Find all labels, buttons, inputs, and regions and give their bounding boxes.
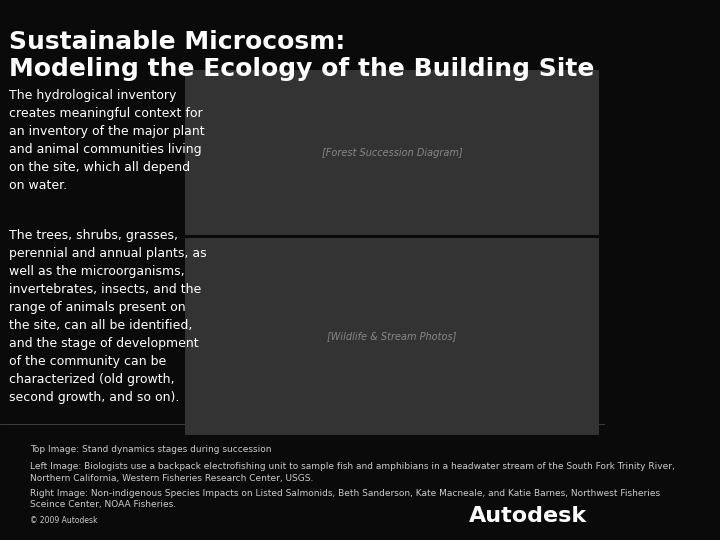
Text: The hydrological inventory
creates meaningful context for
an inventory of the ma: The hydrological inventory creates meani… bbox=[9, 89, 204, 192]
Text: Top Image: Stand dynamics stages during succession: Top Image: Stand dynamics stages during … bbox=[30, 446, 271, 455]
Text: Right Image: Non-indigenous Species Impacts on Listed Salmonids, Beth Sanderson,: Right Image: Non-indigenous Species Impa… bbox=[30, 489, 660, 510]
Text: © 2009 Autodesk: © 2009 Autodesk bbox=[30, 516, 98, 525]
FancyBboxPatch shape bbox=[184, 70, 599, 235]
Text: Sustainable Microcosm:: Sustainable Microcosm: bbox=[9, 30, 346, 53]
Text: [Wildlife & Stream Photos]: [Wildlife & Stream Photos] bbox=[328, 331, 456, 341]
Text: [Forest Succession Diagram]: [Forest Succession Diagram] bbox=[322, 147, 462, 158]
Text: Modeling the Ecology of the Building Site: Modeling the Ecology of the Building Sit… bbox=[9, 57, 595, 80]
Text: Left Image: Biologists use a backpack electrofishing unit to sample fish and amp: Left Image: Biologists use a backpack el… bbox=[30, 462, 675, 483]
FancyBboxPatch shape bbox=[184, 238, 599, 435]
Text: Autodesk: Autodesk bbox=[469, 507, 588, 526]
Text: The trees, shrubs, grasses,
perennial and annual plants, as
well as the microorg: The trees, shrubs, grasses, perennial an… bbox=[9, 230, 207, 404]
